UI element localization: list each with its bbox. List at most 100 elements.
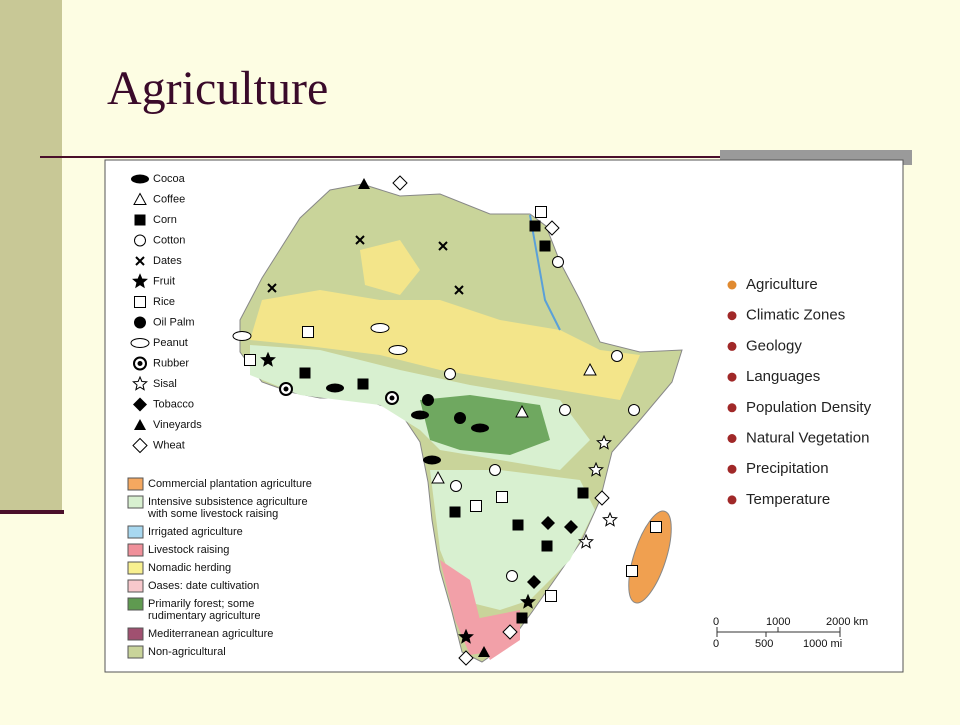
symbol — [502, 624, 518, 640]
symbol — [450, 480, 462, 492]
symbol — [539, 240, 551, 252]
symbol — [578, 533, 594, 549]
symbol — [552, 256, 564, 268]
land-legend-label: Irrigated agriculture — [148, 526, 243, 538]
symbol — [244, 354, 256, 366]
symbol — [438, 241, 448, 251]
crop-legend-label: Vineyards — [153, 419, 202, 431]
topic-label: Languages — [746, 368, 820, 385]
topic-bullet — [727, 311, 737, 321]
symbol — [355, 235, 365, 245]
land-legend-label: Non-agricultural — [148, 646, 226, 658]
symbol — [444, 368, 456, 380]
symbol — [134, 419, 146, 430]
symbol — [559, 404, 571, 416]
symbol — [130, 338, 150, 348]
title-rule — [40, 156, 720, 158]
symbol — [529, 220, 541, 232]
topic-list: Agriculture Climatic Zones Geology Language… — [727, 276, 872, 508]
land-swatch — [127, 477, 144, 491]
symbol — [535, 206, 547, 218]
symbol — [133, 397, 147, 412]
symbol — [370, 323, 390, 333]
cape-zone — [470, 610, 520, 660]
crop-legend-label: Dates — [153, 255, 182, 267]
land-legend-label: Commercial plantation agriculture — [148, 478, 312, 490]
symbol — [611, 350, 623, 362]
symbol — [326, 383, 344, 393]
land-use-legend: Commercial plantation agriculture Intensi… — [127, 477, 312, 659]
land-swatch — [127, 495, 144, 509]
symbol — [454, 285, 464, 295]
symbol — [506, 570, 518, 582]
symbol — [470, 500, 482, 512]
symbol — [541, 540, 553, 552]
symbol — [134, 296, 146, 308]
desert-patch — [360, 240, 420, 295]
symbol — [134, 234, 146, 247]
side-rule — [0, 510, 64, 514]
topic-bullet — [727, 280, 737, 290]
symbol — [527, 575, 541, 589]
symbol — [449, 506, 461, 518]
symbol — [594, 490, 610, 506]
madagascar — [628, 510, 672, 604]
symbol — [132, 437, 148, 454]
symbol — [650, 521, 662, 533]
symbol — [471, 423, 489, 433]
symbol — [544, 220, 560, 236]
symbol — [299, 367, 311, 379]
topic-label: Agriculture — [746, 276, 818, 293]
topic-label: Temperature — [746, 491, 830, 508]
land-legend-label: Nomadic herding — [148, 562, 231, 574]
scale-mi-label: 1000 mi — [803, 638, 842, 650]
symbol — [431, 470, 445, 484]
symbol — [583, 362, 597, 376]
symbol — [478, 646, 490, 657]
land-swatch — [127, 597, 144, 611]
crop-legend-label: Sisal — [153, 378, 177, 390]
land-swatch — [127, 645, 144, 659]
symbol — [358, 178, 370, 189]
sahel-zone — [250, 290, 640, 400]
topic-label: Precipitation — [746, 460, 829, 477]
symbol — [422, 394, 434, 406]
scale-mi-label: 0 — [713, 638, 719, 650]
symbol — [496, 491, 508, 503]
land-swatch — [127, 627, 144, 641]
topic-bullet — [727, 403, 737, 413]
symbol — [283, 386, 289, 392]
land-swatch — [127, 525, 144, 539]
symbol — [626, 565, 638, 577]
africa-map — [232, 175, 683, 666]
symbol — [134, 316, 146, 329]
symbol — [267, 283, 277, 293]
scale-mi-label: 500 — [755, 638, 773, 650]
land-legend-label: rudimentary agriculture — [148, 610, 261, 622]
side-bar — [0, 0, 62, 510]
symbol — [411, 410, 429, 420]
symbol — [489, 464, 501, 476]
scale-bar: 0 1000 2000 km 0 500 1000 mi — [713, 616, 868, 650]
land-legend-label: Intensive subsistence agriculture — [148, 496, 308, 508]
symbol — [596, 434, 612, 450]
symbol — [454, 412, 466, 424]
land-legend-label: with some livestock raising — [147, 508, 278, 520]
symbol — [131, 174, 149, 184]
symbol — [232, 331, 252, 341]
topic-label: Population Density — [746, 399, 872, 416]
crop-legend-label: Rubber — [153, 357, 189, 369]
symbol — [577, 487, 589, 499]
symbol — [132, 273, 148, 289]
scale-km-label: 1000 — [766, 616, 790, 628]
symbol — [389, 395, 395, 401]
crop-legend: Cocoa Coffee Corn Cotton Dates Fruit Rice Oil P… — [130, 173, 202, 454]
symbol — [135, 256, 145, 266]
topic-label: Climatic Zones — [746, 307, 845, 324]
symbol — [545, 590, 557, 602]
symbol — [388, 345, 408, 355]
symbol — [132, 375, 148, 391]
land-swatch — [127, 579, 144, 593]
topic-bullet — [727, 495, 737, 505]
crop-symbols — [232, 175, 662, 666]
